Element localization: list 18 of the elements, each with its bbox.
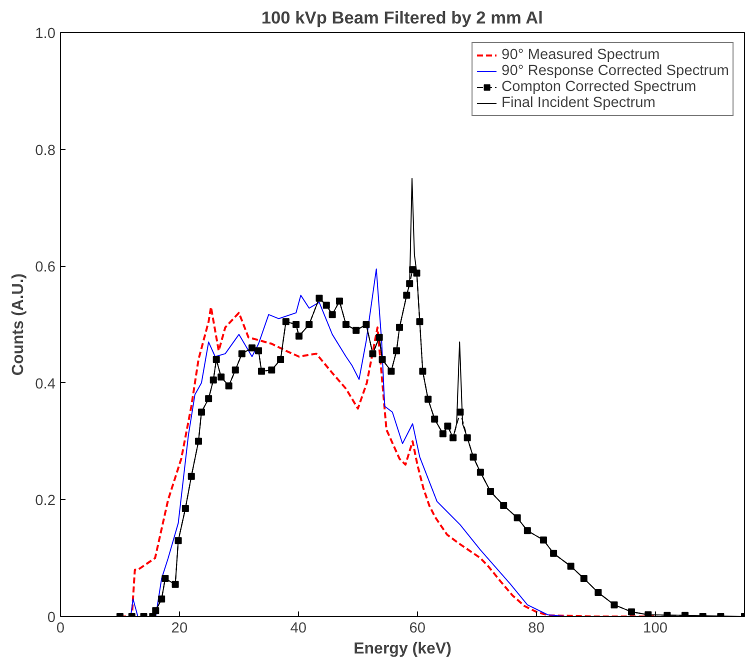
x-tick-label: 40 <box>290 620 307 636</box>
y-axis-title: Counts (A.U.) <box>10 273 28 376</box>
y-tick-label: 0 <box>47 610 56 626</box>
x-tick-label: 20 <box>171 620 188 636</box>
x-axis-title: Energy (keV) <box>354 640 452 658</box>
legend-label: Final Incident Spectrum <box>502 95 656 111</box>
legend-label: Compton Corrected Spectrum <box>502 79 696 95</box>
x-tick-label: 60 <box>409 620 426 636</box>
y-tick-label: 0.2 <box>35 493 56 510</box>
x-tick-label: 100 <box>643 620 668 636</box>
x-tick-label: 80 <box>528 620 544 636</box>
legend-label: 90° Measured Spectrum <box>502 47 660 63</box>
chart-title: 100 kVp Beam Filtered by 2 mm Al <box>261 8 543 28</box>
y-tick-label: 0.4 <box>35 376 56 392</box>
y-tick-label: 0.8 <box>35 142 56 159</box>
y-tick-label: 1.0 <box>35 26 56 42</box>
legend-label: 90° Response Corrected Spectrum <box>502 63 729 79</box>
y-tick-label: 0.6 <box>35 260 56 276</box>
